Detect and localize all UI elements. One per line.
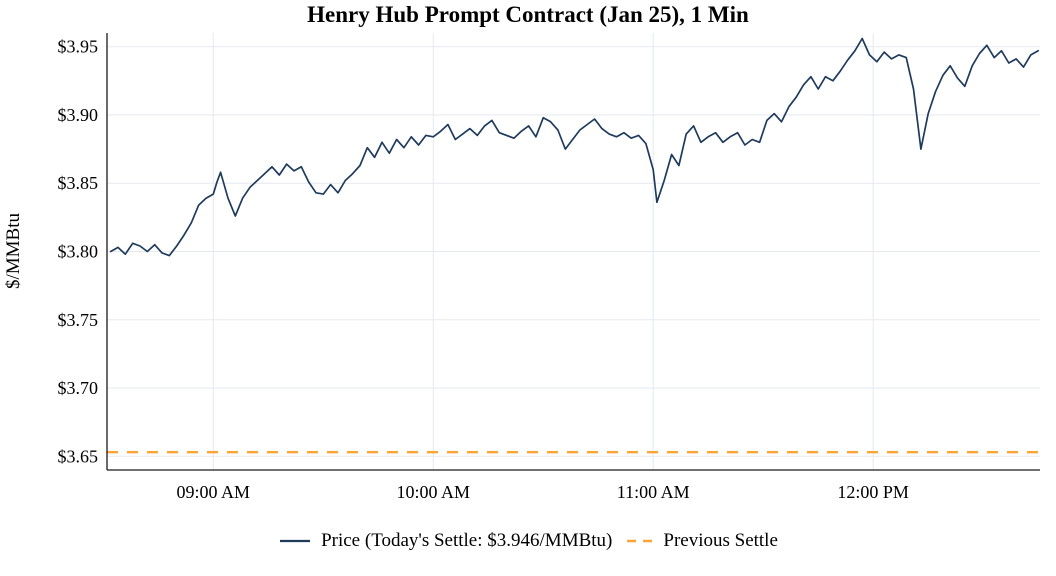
legend-item-price: Price (Today's Settle: $3.946/MMBtu) <box>278 530 612 552</box>
chart-title: Henry Hub Prompt Contract (Jan 25), 1 Mi… <box>307 2 749 27</box>
legend-previous-settle-label: Previous Settle <box>663 530 778 551</box>
y-tick-label: $3.95 <box>58 37 99 57</box>
y-tick-label: $3.85 <box>58 173 99 193</box>
y-tick-label: $3.70 <box>58 378 99 398</box>
legend-item-previous-settle: Previous Settle <box>626 530 778 552</box>
x-tick-label: 10:00 AM <box>397 482 471 502</box>
x-tick-label: 11:00 AM <box>617 482 690 502</box>
y-tick-label: $3.75 <box>58 310 99 330</box>
previous-settle-swatch <box>627 539 655 543</box>
legend-price-label: Price (Today's Settle: $3.946/MMBtu) <box>321 530 613 551</box>
y-tick-label: $3.65 <box>58 446 99 466</box>
price-line-swatch <box>280 539 311 543</box>
price-line <box>109 37 1040 257</box>
x-tick-label: 09:00 AM <box>177 482 251 502</box>
x-tick-label: 12:00 PM <box>837 482 909 502</box>
y-tick-label: $3.90 <box>58 105 99 125</box>
legend: Price (Today's Settle: $3.946/MMBtu) Pre… <box>0 530 1056 552</box>
y-tick-label: $3.80 <box>58 242 99 262</box>
